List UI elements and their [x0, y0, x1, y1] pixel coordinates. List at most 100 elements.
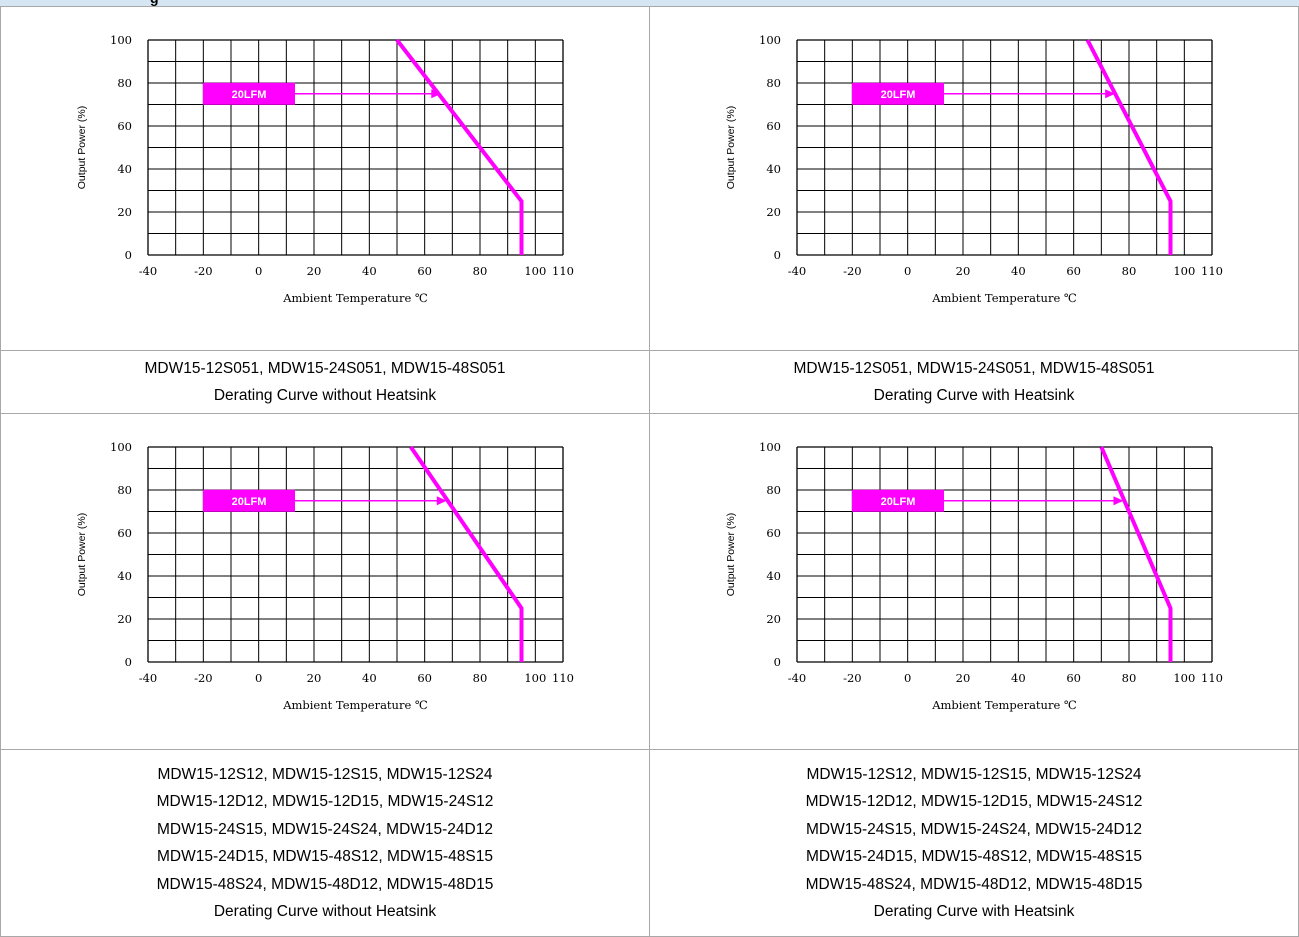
x-tick-label: 20 — [307, 671, 322, 685]
caption-cell-2: MDW15-12S051, MDW15-24S051, MDW15-48S051… — [649, 350, 1299, 414]
x-tick-label: 110 — [1201, 671, 1223, 685]
x-tick-label: 100 — [524, 671, 546, 685]
caption-line: MDW15-12D12, MDW15-12D15, MDW15-24S12 — [805, 793, 1143, 810]
y-tick-label: 20 — [766, 612, 781, 626]
caption-line: MDW15-24S15, MDW15-24S24, MDW15-24D12 — [806, 820, 1142, 838]
x-tick-label: -40 — [788, 264, 807, 278]
x-tick-label: 100 — [524, 264, 546, 278]
annotation-arrow-head — [1105, 89, 1116, 99]
caption-line: Derating Curve with Heatsink — [873, 903, 1075, 920]
annotation-label: 20LFM — [232, 496, 267, 508]
x-tick-label: 110 — [1201, 264, 1223, 278]
derating-chart-4: -40 -20 0 20 40 60 80 100 110 0 20 40 60 80 100 Ambient… — [725, 440, 1223, 712]
y-tick-label: 40 — [766, 162, 781, 176]
caption-line: Derating Curve without Heatsink — [213, 903, 437, 920]
y-axis-label: Output Power (%) — [76, 513, 88, 596]
x-tick-label: 80 — [1122, 264, 1137, 278]
x-tick-label: -40 — [139, 671, 158, 685]
annotation-box — [852, 82, 944, 105]
x-tick-label: 40 — [362, 264, 377, 278]
derating-curves-table: -40 -20 0 20 40 60 80 100 110 0 20 40 60 80 100 Ambient… — [0, 6, 1299, 937]
x-tick-label: -20 — [843, 671, 862, 685]
annotation-label: 20LFM — [881, 89, 916, 101]
x-tick-label: 60 — [1066, 264, 1081, 278]
x-tick-label: -20 — [843, 264, 862, 278]
x-tick-label: 80 — [473, 264, 488, 278]
x-tick-label: 20 — [956, 671, 971, 685]
y-tick-label: 40 — [117, 162, 132, 176]
chart-cell-1: -40 -20 0 20 40 60 80 100 110 0 20 40 60 80 100 Ambient… — [0, 6, 650, 351]
y-tick-label: 0 — [774, 655, 781, 669]
annotation-label: 20LFM — [881, 496, 916, 508]
derating-chart-1: -40 -20 0 20 40 60 80 100 110 0 20 40 60 80 100 Ambient… — [76, 33, 574, 305]
caption-cell-4: MDW15-12S12, MDW15-12S15, MDW15-12S24 MD… — [649, 749, 1299, 937]
caption-cell-3: MDW15-12S12, MDW15-12S15, MDW15-12S24 MD… — [0, 749, 650, 937]
derating-chart-3: -40 -20 0 20 40 60 80 100 110 0 20 40 60 80 100 Ambient… — [76, 440, 574, 712]
x-tick-label: 110 — [552, 264, 574, 278]
derating-curve — [409, 445, 524, 662]
y-tick-label: 60 — [766, 119, 781, 133]
y-tick-label: 80 — [766, 483, 781, 497]
annotation-arrow-head — [431, 89, 442, 99]
caption-line: Derating Curve with Heatsink — [873, 387, 1075, 404]
caption-line: MDW15-12S12, MDW15-12S15, MDW15-12S24 — [806, 765, 1142, 783]
y-tick-label: 40 — [766, 569, 781, 583]
section-title: g — [150, 0, 159, 6]
x-tick-label: 0 — [904, 264, 911, 278]
y-tick-label: 20 — [766, 205, 781, 219]
x-tick-label: 40 — [362, 671, 377, 685]
x-tick-label: 40 — [1011, 264, 1026, 278]
chart-cell-2: -40 -20 0 20 40 60 80 100 110 0 20 40 60 80 100 Ambient… — [649, 6, 1299, 351]
x-tick-label: 0 — [904, 671, 911, 685]
x-tick-label: -20 — [194, 264, 213, 278]
derating-curve — [1099, 446, 1173, 662]
caption-line: MDW15-48S24, MDW15-48D12, MDW15-48D15 — [156, 875, 494, 893]
x-tick-label: -40 — [788, 671, 807, 685]
x-tick-label: 60 — [417, 264, 432, 278]
x-axis-label: Ambient Temperature ℃ — [282, 291, 428, 305]
caption-line: MDW15-12S051, MDW15-24S051, MDW15-48S051 — [793, 359, 1155, 377]
chart-cell-4: -40 -20 0 20 40 60 80 100 110 0 20 40 60 80 100 Ambient… — [649, 413, 1299, 750]
y-tick-label: 80 — [117, 483, 132, 497]
x-tick-label: 110 — [552, 671, 574, 685]
caption-line: MDW15-48S24, MDW15-48D12, MDW15-48D15 — [805, 875, 1143, 893]
x-axis-label: Ambient Temperature ℃ — [931, 291, 1077, 305]
x-tick-label: 60 — [1066, 671, 1081, 685]
annotation-box — [852, 489, 944, 512]
x-tick-label: 100 — [1173, 671, 1195, 685]
x-tick-label: -40 — [139, 264, 158, 278]
y-axis-label: Output Power (%) — [76, 106, 88, 189]
caption-line: MDW15-12S12, MDW15-12S15, MDW15-12S24 — [157, 765, 493, 783]
annotation-arrow-head — [436, 496, 447, 506]
y-tick-label: 80 — [117, 76, 132, 90]
x-tick-label: 20 — [956, 264, 971, 278]
y-tick-label: 60 — [117, 119, 132, 133]
annotation-label: 20LFM — [232, 89, 267, 101]
annotation-arrow-head — [1113, 496, 1124, 506]
y-tick-label: 100 — [110, 440, 132, 454]
y-tick-label: 100 — [110, 33, 132, 47]
caption-line: MDW15-24S15, MDW15-24S24, MDW15-24D12 — [157, 820, 493, 838]
y-tick-label: 0 — [774, 248, 781, 262]
y-tick-label: 80 — [766, 76, 781, 90]
y-tick-label: 20 — [117, 612, 132, 626]
annotation-box — [203, 489, 295, 512]
caption-line: MDW15-12S051, MDW15-24S051, MDW15-48S051 — [144, 359, 506, 377]
x-tick-label: 20 — [307, 264, 322, 278]
caption-cell-1: MDW15-12S051, MDW15-24S051, MDW15-48S051… — [0, 350, 650, 414]
caption-line: MDW15-24D15, MDW15-48S12, MDW15-48S15 — [806, 848, 1142, 865]
y-tick-label: 100 — [759, 33, 781, 47]
y-tick-label: 100 — [759, 440, 781, 454]
y-tick-label: 60 — [766, 526, 781, 540]
annotation-box — [203, 82, 295, 105]
x-tick-label: 100 — [1173, 264, 1195, 278]
x-tick-label: -20 — [194, 671, 213, 685]
x-tick-label: 0 — [255, 671, 262, 685]
x-tick-label: 80 — [473, 671, 488, 685]
y-axis-label: Output Power (%) — [725, 513, 737, 596]
x-axis-label: Ambient Temperature ℃ — [282, 698, 428, 712]
caption-line: MDW15-24D15, MDW15-48S12, MDW15-48S15 — [157, 848, 493, 865]
derating-chart-2: -40 -20 0 20 40 60 80 100 110 0 20 40 60 80 100 Ambient… — [725, 33, 1223, 305]
y-tick-label: 0 — [125, 655, 132, 669]
y-tick-label: 20 — [117, 205, 132, 219]
